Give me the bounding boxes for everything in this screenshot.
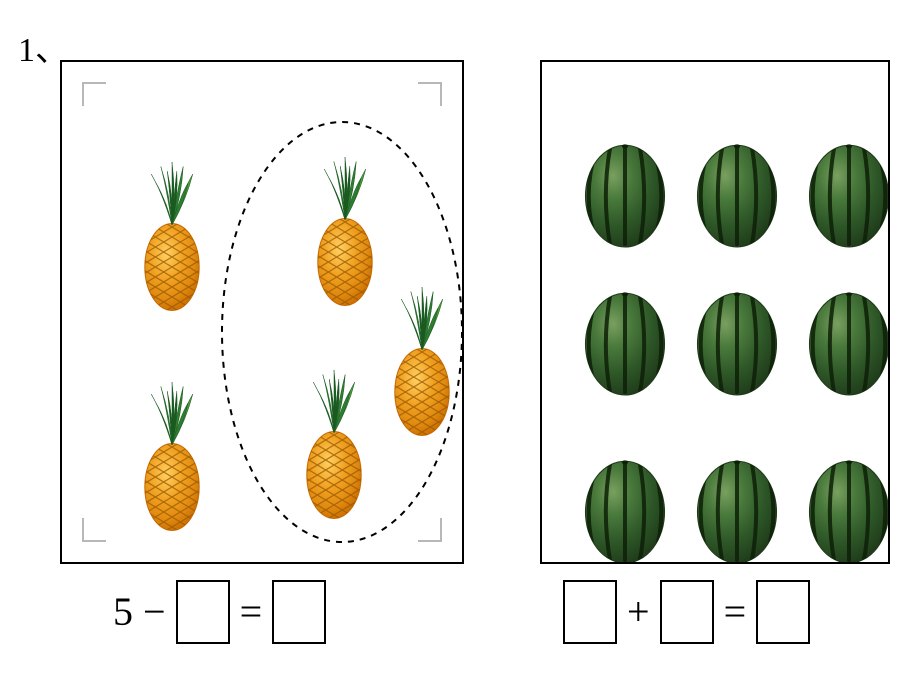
answer-box[interactable] (660, 580, 714, 644)
pineapple-icon (395, 287, 449, 448)
plus-sign: + (627, 592, 650, 632)
pineapple-icon (145, 162, 199, 323)
pineapple-icon (307, 370, 361, 531)
watermelon-icon (809, 460, 888, 562)
equals-sign: = (724, 592, 747, 632)
answer-box[interactable] (563, 580, 617, 644)
right-panel-canvas (542, 62, 888, 562)
pineapple-icon (145, 382, 199, 543)
equals-sign: = (240, 592, 263, 632)
crop-mark-bl (82, 518, 106, 542)
watermelon-icon (585, 460, 664, 562)
watermelon-icon (585, 144, 664, 247)
crop-mark-tr (418, 82, 442, 106)
watermelon-icon (697, 460, 776, 562)
eq-lhs-number: 5 (113, 592, 133, 632)
left-panel (60, 60, 464, 564)
answer-box[interactable] (272, 580, 326, 644)
subtraction-equation: 5 − = (113, 580, 326, 644)
crop-mark-tl (82, 82, 106, 106)
left-panel-canvas (62, 62, 462, 562)
watermelon-icon (697, 144, 776, 247)
crop-mark-br (418, 518, 442, 542)
watermelon-icon (697, 292, 776, 395)
watermelon-icon (585, 292, 664, 395)
watermelon-icon (809, 144, 888, 247)
answer-box[interactable] (176, 580, 230, 644)
watermelon-icon (809, 292, 888, 395)
pineapple-icon (318, 157, 372, 318)
worksheet-page: 1、 5 − = + = (0, 0, 920, 690)
answer-box[interactable] (756, 580, 810, 644)
right-panel (540, 60, 890, 564)
minus-sign: − (143, 592, 166, 632)
addition-equation: + = (563, 580, 810, 644)
